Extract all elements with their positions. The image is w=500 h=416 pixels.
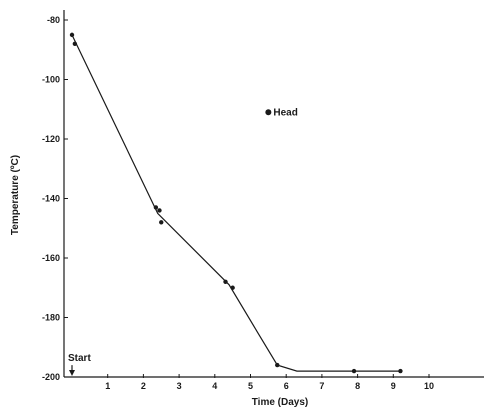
data-point: [69, 32, 75, 38]
x-tick-label: 2: [141, 381, 146, 391]
data-point: [72, 41, 78, 46]
y-ticks: -80 -100 -120 -140 -160 -180 -200: [42, 15, 68, 382]
legend-label: Head: [273, 108, 297, 119]
x-tick-label: 1: [105, 381, 110, 391]
y-tick-label: -180: [42, 313, 60, 323]
data-point: [398, 368, 403, 374]
y-tick-label: -100: [42, 75, 60, 85]
x-tick-label: 6: [284, 381, 289, 391]
y-tick-label: -160: [42, 253, 60, 263]
data-point: [157, 208, 162, 213]
data-point: [275, 362, 280, 368]
start-annotation: Start: [68, 353, 91, 376]
x-tick-label: 4: [212, 381, 217, 391]
data-point: [223, 279, 228, 284]
y-tick-label: -200: [42, 372, 60, 382]
head-series-points: [69, 32, 403, 374]
x-ticks: 1 2 3 4 5 6 7 8 9 10: [105, 374, 434, 391]
x-axis-label: Time (Days): [252, 397, 309, 408]
x-tick-label: 3: [177, 381, 182, 391]
legend: Head: [265, 108, 298, 119]
x-tick-label: 7: [319, 381, 324, 391]
x-tick-label: 5: [248, 381, 253, 391]
legend-marker: [265, 109, 272, 116]
y-tick-label: -80: [47, 15, 60, 25]
x-tick-label: 8: [355, 381, 360, 391]
y-tick-label: -140: [42, 194, 60, 204]
head-series-line: [71, 34, 401, 372]
chart-axes: [63, 10, 484, 378]
start-arrow-head: [69, 370, 75, 376]
start-label: Start: [68, 353, 91, 364]
y-tick-label: -120: [42, 134, 60, 144]
data-point: [159, 220, 164, 225]
data-point: [351, 368, 357, 374]
data-point: [153, 205, 159, 210]
x-tick-label: 9: [391, 381, 396, 391]
x-tick-label: 10: [424, 381, 434, 391]
y-axis-label: Temperature (ºC): [10, 155, 21, 235]
data-point: [230, 285, 235, 290]
